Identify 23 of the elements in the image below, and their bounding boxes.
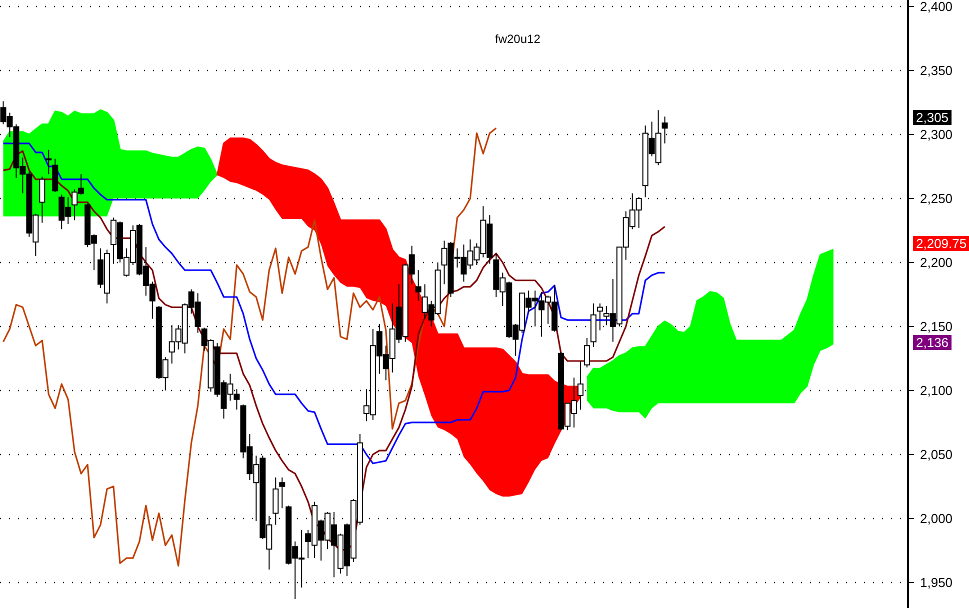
candlestick xyxy=(584,337,590,368)
text: 2,136 xyxy=(916,335,949,350)
candlestick xyxy=(596,302,603,331)
y-tick-label: 2,400 xyxy=(920,0,953,14)
y-tick-label: 2,000 xyxy=(920,510,953,526)
line-series xyxy=(2,150,666,552)
line-series xyxy=(2,127,497,567)
text: 2,305 xyxy=(916,110,949,125)
text: 2,209.75 xyxy=(916,236,967,251)
candlestick xyxy=(279,476,286,509)
y-tick-label: 1,950 xyxy=(920,574,953,590)
y-tick-label: 2,350 xyxy=(920,62,953,78)
y-tick-label: 2,150 xyxy=(920,318,953,334)
y-tick-label: 2,250 xyxy=(920,190,953,206)
y-tick-label: 2,100 xyxy=(920,382,953,398)
candlestick xyxy=(39,176,46,224)
y-tick-label: 2,300 xyxy=(920,126,953,142)
text: fw20u12 xyxy=(495,32,541,46)
candlestick xyxy=(415,270,422,302)
line-series xyxy=(2,142,666,464)
candlestick xyxy=(46,149,52,175)
y-tick-label: 2,050 xyxy=(920,446,953,462)
y-tick-label: 2,200 xyxy=(920,254,953,270)
